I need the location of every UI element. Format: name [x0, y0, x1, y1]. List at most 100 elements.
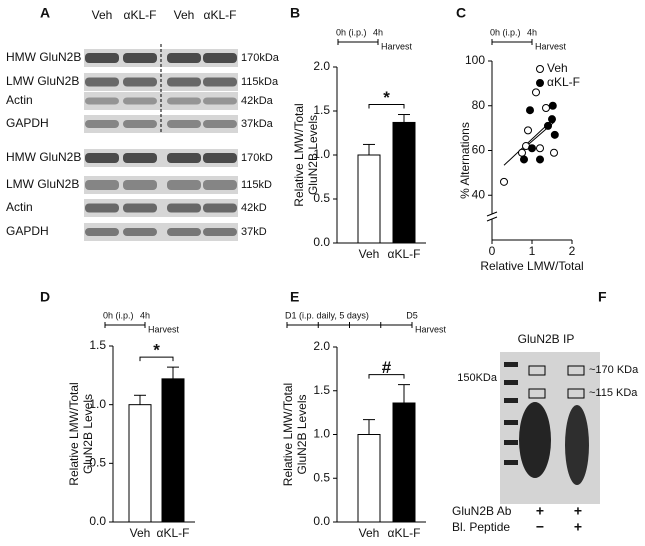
legend-marker — [536, 65, 544, 73]
data-point — [536, 155, 544, 164]
timeline-label: D1 (i.p. daily, 5 days) — [285, 310, 369, 320]
blot-band — [203, 97, 237, 105]
band-box — [528, 365, 546, 376]
blot-band — [167, 228, 201, 236]
row-label: Actin — [6, 93, 33, 107]
y-tick-label: 1.5 — [313, 103, 330, 117]
y-tick-label: 1.5 — [313, 383, 330, 397]
bar — [392, 121, 416, 244]
row-label: Actin — [6, 200, 33, 214]
blot-band — [85, 120, 119, 128]
band-box — [567, 388, 585, 399]
lane-label: αKL-F — [204, 8, 237, 22]
condition-sign: − — [536, 519, 544, 535]
band-label: ~170 KDa — [589, 364, 639, 376]
x-tick-label: αKL-F — [388, 526, 421, 540]
x-tick-label: Veh — [130, 526, 151, 540]
significance-mark: * — [383, 88, 390, 107]
condition-sign: + — [574, 519, 582, 535]
panel-label: E — [290, 289, 299, 305]
y-tick-label: 0.5 — [313, 470, 330, 484]
size-label: 115kD — [241, 179, 272, 191]
timeline-label: Harvest — [148, 324, 180, 334]
blot-band — [123, 77, 157, 87]
condition-label: GluN2B Ab — [452, 504, 512, 518]
legend-label: Veh — [547, 61, 568, 75]
ladder-band — [504, 380, 518, 385]
blot-band — [123, 180, 157, 190]
row-label: GAPDH — [6, 116, 49, 130]
x-tick-label: Veh — [359, 526, 380, 540]
y-axis-label-line: Relative LMW/Total — [67, 382, 81, 485]
significance-mark: # — [382, 358, 392, 377]
row-label: GAPDH — [6, 224, 49, 238]
size-label: 37kD — [241, 226, 267, 238]
panel-label: D — [40, 289, 50, 305]
data-point — [520, 155, 528, 164]
axis-break — [486, 216, 498, 222]
blot-band — [85, 53, 119, 63]
y-axis-label: % Alternations — [458, 122, 472, 199]
blot-band — [167, 120, 201, 128]
significance-bracket — [368, 374, 405, 379]
ladder-band — [504, 460, 518, 465]
lane-label: Veh — [174, 8, 195, 22]
timeline-label: D5 — [406, 310, 418, 320]
panel-label: F — [598, 289, 607, 305]
row-label: LMW GluN2B — [6, 74, 79, 88]
y-tick-label: 0.5 — [313, 191, 330, 205]
blot-band — [123, 120, 157, 128]
ladder-band — [504, 398, 518, 403]
blot-band — [167, 53, 201, 63]
size-label: 42kDa — [241, 95, 274, 107]
blot-band — [167, 97, 201, 105]
significance-mark: * — [153, 341, 160, 360]
axis-break — [486, 211, 498, 217]
y-tick-label: 80 — [472, 98, 486, 112]
timeline-label: 4h — [527, 27, 537, 37]
timeline-label: 0h (i.p.) — [103, 310, 134, 320]
blot-band — [85, 153, 119, 163]
blot-strip — [84, 176, 238, 194]
y-tick-label: 1.5 — [89, 338, 106, 352]
blot-band — [85, 97, 119, 105]
panel-label: C — [456, 5, 466, 21]
panel-label: B — [290, 5, 300, 21]
y-axis-label: Relative LMW/TotalGluN2B Levels — [67, 382, 95, 485]
y-axis-label-line: GluN2B Levels — [306, 115, 320, 195]
bar — [161, 378, 185, 523]
timeline-label: 0h (i.p.) — [490, 27, 521, 37]
y-tick-label: 0.0 — [313, 235, 330, 249]
y-axis-label-line: GluN2B Levels — [81, 394, 95, 474]
legend-marker — [536, 79, 544, 87]
ip-title: GluN2B IP — [518, 332, 575, 346]
ip-smear — [565, 405, 589, 485]
blot-strip — [84, 199, 238, 217]
data-point — [550, 148, 558, 157]
blot-band — [123, 153, 157, 163]
blot-band — [167, 153, 201, 163]
x-tick-label: 2 — [569, 244, 576, 258]
y-tick-label: 1.0 — [313, 427, 330, 441]
blot-band — [85, 203, 119, 213]
data-point — [500, 177, 508, 186]
axis-break — [487, 214, 497, 219]
ladder-band — [504, 420, 518, 425]
y-tick-label: 1.0 — [313, 147, 330, 161]
significance-bracket — [139, 356, 174, 362]
blot-strip — [84, 149, 238, 167]
blot-band — [123, 203, 157, 213]
timeline-label: 0h (i.p.) — [336, 27, 367, 37]
y-tick-label: 0.5 — [89, 456, 106, 470]
legend-label: αKL-F — [547, 75, 580, 89]
blot-band — [203, 77, 237, 87]
row-label: HMW GluN2B — [6, 150, 81, 164]
blot-band — [167, 203, 201, 213]
timeline-label: 4h — [140, 310, 150, 320]
blot-band — [203, 180, 237, 190]
blot-band — [123, 97, 157, 105]
panel-label: A — [40, 5, 50, 21]
y-axis-label-line: Relative LMW/Total — [281, 383, 295, 486]
blot-band — [123, 228, 157, 236]
data-point — [544, 121, 552, 130]
